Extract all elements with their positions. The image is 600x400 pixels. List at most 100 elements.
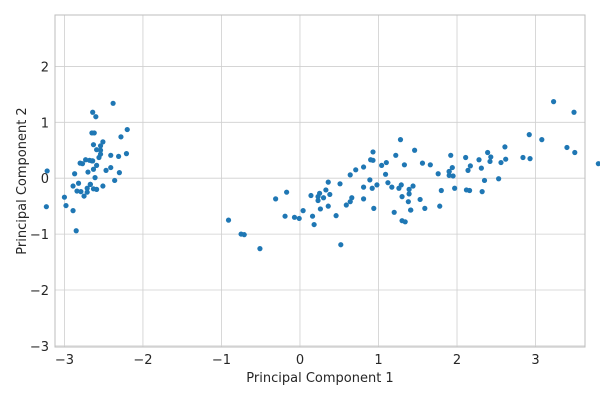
plot-frame <box>54 14 586 348</box>
data-point <box>487 158 493 165</box>
data-point <box>452 185 458 191</box>
x-tick-labels: −3 −2 −1 0 1 2 3 <box>55 353 540 368</box>
data-point <box>90 109 96 115</box>
data-point <box>571 109 577 115</box>
data-point <box>84 189 90 195</box>
data-point <box>94 186 100 192</box>
data-point <box>485 149 491 156</box>
data-point <box>360 196 367 202</box>
data-point <box>308 192 314 199</box>
data-point <box>90 158 96 164</box>
data-point <box>408 207 414 213</box>
data-point <box>412 147 418 153</box>
data-point <box>317 190 323 196</box>
data-point <box>374 182 380 188</box>
data-point <box>448 152 454 158</box>
data-point <box>273 196 279 202</box>
data-point <box>74 188 80 194</box>
data-point <box>481 177 488 184</box>
data-point <box>108 152 114 158</box>
data-point <box>325 203 331 209</box>
data-point <box>61 194 68 200</box>
data-point <box>94 147 100 153</box>
data-point <box>496 176 502 182</box>
data-point <box>100 139 106 145</box>
data-point <box>116 153 122 160</box>
data-point <box>108 164 114 171</box>
x-tick-label: 2 <box>453 353 461 368</box>
data-point <box>338 242 344 248</box>
y-tick-label: −1 <box>30 228 49 243</box>
data-point <box>124 126 130 133</box>
data-point <box>406 191 412 197</box>
data-point <box>103 167 109 173</box>
data-point <box>369 185 375 191</box>
data-point <box>405 199 411 205</box>
data-point <box>406 186 412 192</box>
data-point <box>325 179 331 185</box>
y-tick-label: 2 <box>41 60 49 75</box>
data-point <box>427 162 433 168</box>
data-point <box>478 165 484 171</box>
data-point <box>367 177 373 183</box>
data-point <box>550 99 557 105</box>
data-point <box>379 162 385 168</box>
data-point <box>333 213 339 219</box>
y-tick-label: 0 <box>41 172 49 187</box>
data-point <box>383 159 389 166</box>
data-point <box>349 195 355 201</box>
x-tick-label: 3 <box>531 353 539 368</box>
data-point <box>360 164 367 170</box>
data-point <box>284 189 290 195</box>
data-point <box>417 196 423 203</box>
data-point <box>73 228 79 234</box>
x-tick-label: −2 <box>133 353 152 368</box>
data-point <box>368 157 374 163</box>
data-point <box>96 154 102 161</box>
data-point <box>116 170 122 176</box>
data-point <box>520 154 526 161</box>
data-point <box>449 164 455 171</box>
data-point <box>291 214 298 220</box>
x-tick-label: −1 <box>212 353 231 368</box>
data-point <box>595 161 600 167</box>
data-point <box>503 156 509 162</box>
data-point <box>89 130 95 136</box>
data-point <box>85 169 91 175</box>
data-point <box>422 205 428 211</box>
data-point <box>398 182 404 188</box>
data-point <box>446 168 452 175</box>
data-point <box>70 208 76 214</box>
data-point <box>438 187 444 194</box>
data-point <box>311 221 317 228</box>
data-point <box>81 193 87 199</box>
y-tick-label: 1 <box>41 116 49 131</box>
data-point <box>419 160 426 166</box>
data-point <box>343 202 349 208</box>
data-point <box>323 187 329 193</box>
data-point <box>572 149 578 156</box>
data-point <box>93 114 99 120</box>
data-point <box>463 154 469 161</box>
data-point <box>382 171 389 177</box>
data-point <box>110 100 116 106</box>
y-tick-label: −3 <box>30 340 49 355</box>
data-point <box>309 213 316 219</box>
data-point <box>476 157 482 163</box>
y-tick-label: −2 <box>30 284 49 299</box>
data-point <box>90 142 97 148</box>
data-point <box>397 137 404 143</box>
data-point <box>100 183 106 189</box>
data-point <box>92 175 98 181</box>
data-point <box>315 197 321 204</box>
data-point <box>44 168 50 174</box>
data-point <box>63 202 69 209</box>
data-point <box>327 191 333 198</box>
data-point <box>465 167 471 173</box>
data-point <box>257 246 263 252</box>
y-axis-label: Principal Component 2 <box>15 107 30 254</box>
data-point <box>446 172 452 179</box>
data-point <box>539 137 545 143</box>
x-tick-label: 1 <box>374 353 382 368</box>
data-point <box>393 152 399 158</box>
